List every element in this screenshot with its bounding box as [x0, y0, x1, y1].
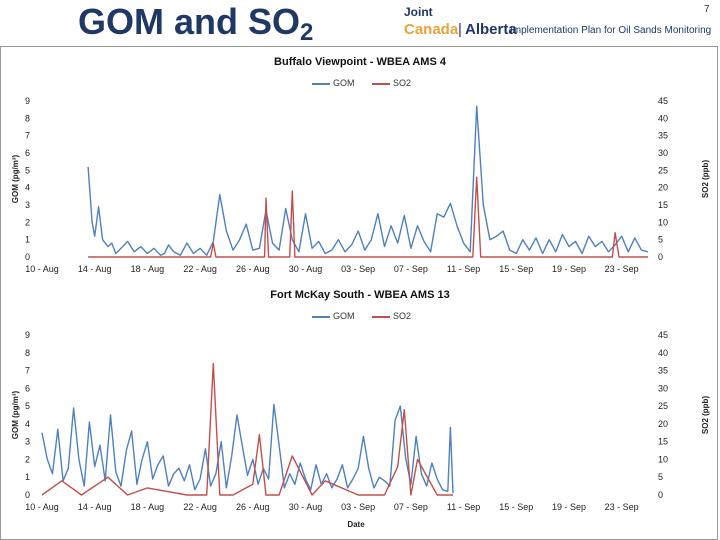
- y-tick-label: 2: [25, 454, 30, 464]
- y2-axis-label: SO2 (ppb): [701, 160, 710, 199]
- y-axis-label: GOM (pg/m³): [11, 390, 20, 439]
- y2-tick-label: 30: [658, 383, 668, 393]
- y2-tick-label: 45: [658, 330, 668, 340]
- x-tick-label: 10 - Aug: [25, 264, 59, 274]
- x-tick-label: 22 - Aug: [183, 502, 217, 512]
- x-tick-label: 19 - Sep: [552, 502, 586, 512]
- y-tick-label: 0: [25, 252, 30, 262]
- x-tick-label: 11 - Sep: [447, 502, 480, 512]
- x-tick-label: 03 - Sep: [341, 502, 375, 512]
- y-tick-label: 6: [25, 383, 30, 393]
- x-tick-label: 22 - Aug: [183, 264, 217, 274]
- logo: Joint Canada | Alberta Implementation Pl…: [404, 5, 711, 45]
- y-tick-label: 1: [25, 235, 30, 245]
- y2-tick-label: 40: [658, 113, 668, 123]
- x-tick-label: 03 - Sep: [341, 264, 375, 274]
- x-tick-label: 30 - Aug: [289, 264, 323, 274]
- y2-tick-label: 35: [658, 131, 668, 141]
- x-tick-label: 11 - Sep: [447, 264, 480, 274]
- y-tick-label: 7: [25, 366, 30, 376]
- y2-tick-label: 40: [658, 348, 668, 358]
- y2-tick-label: 15: [658, 200, 668, 210]
- y-tick-label: 0: [25, 490, 30, 500]
- slide-title: GOM and SO2: [78, 1, 314, 46]
- y-tick-label: 3: [25, 200, 30, 210]
- logo-plan-text: Implementation Plan for Oil Sands Monito…: [510, 25, 712, 36]
- y2-tick-label: 15: [658, 437, 668, 447]
- logo-separator: |: [458, 21, 462, 38]
- y-tick-label: 5: [25, 165, 30, 175]
- y2-tick-label: 35: [658, 366, 668, 376]
- logo-joint: Joint: [404, 5, 433, 19]
- y-tick-label: 2: [25, 217, 30, 227]
- legend-gom-label: GOM: [332, 311, 355, 321]
- x-tick-label: 07 - Sep: [394, 502, 428, 512]
- y2-tick-label: 0: [658, 490, 663, 500]
- series-line-gom: [87, 105, 649, 257]
- x-tick-label: 30 - Aug: [289, 502, 323, 512]
- y2-tick-label: 5: [658, 235, 663, 245]
- x-tick-label: 14 - Aug: [78, 502, 112, 512]
- legend-gom-swatch: [311, 315, 330, 318]
- chart-title: Buffalo Viewpoint - WBEA AMS 4: [274, 56, 446, 68]
- x-tick-label: 15 - Sep: [499, 264, 533, 274]
- y2-tick-label: 45: [658, 96, 668, 106]
- x-axis-label: Date: [347, 520, 365, 529]
- x-tick-label: 14 - Aug: [78, 264, 112, 274]
- chart-panel-fortmckay: Fort McKay South - WBEA AMS 13 GOM SO2 0…: [0, 283, 720, 540]
- y-tick-label: 7: [25, 131, 30, 141]
- y-axis-label: GOM (pg/m³): [11, 154, 20, 203]
- y2-tick-label: 10: [658, 454, 668, 464]
- y-tick-label: 4: [25, 183, 30, 193]
- y2-tick-label: 30: [658, 148, 668, 158]
- y2-tick-label: 25: [658, 165, 668, 175]
- x-tick-label: 23 - Sep: [605, 502, 639, 512]
- y2-tick-label: 5: [658, 472, 663, 482]
- legend-gom-swatch: [311, 82, 330, 85]
- y-tick-label: 1: [25, 472, 30, 482]
- y2-tick-label: 20: [658, 419, 668, 429]
- y-tick-label: 9: [25, 330, 30, 340]
- x-tick-label: 18 - Aug: [131, 264, 165, 274]
- legend-so2-label: SO2: [393, 311, 412, 321]
- y-tick-label: 8: [25, 113, 30, 123]
- x-tick-label: 07 - Sep: [394, 264, 428, 274]
- logo-canada: Canada: [404, 21, 459, 38]
- y2-tick-label: 25: [658, 401, 668, 411]
- y-tick-label: 4: [25, 419, 30, 429]
- legend-so2-label: SO2: [393, 78, 412, 88]
- x-tick-label: 19 - Sep: [552, 264, 586, 274]
- y-tick-label: 3: [25, 437, 30, 447]
- x-tick-label: 18 - Aug: [131, 502, 165, 512]
- y2-tick-label: 0: [658, 252, 663, 262]
- series-line-so2: [41, 362, 453, 496]
- chart-title: Fort McKay South - WBEA AMS 13: [270, 289, 450, 301]
- x-tick-label: 23 - Sep: [605, 264, 639, 274]
- x-tick-label: 15 - Sep: [499, 502, 533, 512]
- y2-axis-label: SO2 (ppb): [701, 396, 710, 435]
- series-line-so2: [88, 176, 648, 258]
- logo-alberta: Alberta: [465, 21, 517, 38]
- x-tick-label: 26 - Aug: [236, 264, 270, 274]
- y2-tick-label: 20: [658, 183, 668, 193]
- legend-so2-swatch: [372, 82, 390, 85]
- y2-tick-label: 10: [658, 217, 668, 227]
- chart-panel-buffalo: Buffalo Viewpoint - WBEA AMS 4 GOM SO2 0…: [0, 48, 720, 281]
- title-subscript: 2: [300, 19, 314, 46]
- legend-gom-label: GOM: [332, 78, 355, 88]
- x-tick-label: 26 - Aug: [236, 502, 270, 512]
- y-tick-label: 6: [25, 148, 30, 158]
- legend-so2-swatch: [372, 315, 390, 318]
- x-tick-label: 10 - Aug: [25, 502, 59, 512]
- y-tick-label: 9: [25, 96, 30, 106]
- y-tick-label: 5: [25, 401, 30, 411]
- page-number: 7: [704, 4, 710, 15]
- chart-legend: GOM SO2: [0, 311, 720, 321]
- chart-legend: GOM SO2: [0, 78, 720, 88]
- y-tick-label: 8: [25, 348, 30, 358]
